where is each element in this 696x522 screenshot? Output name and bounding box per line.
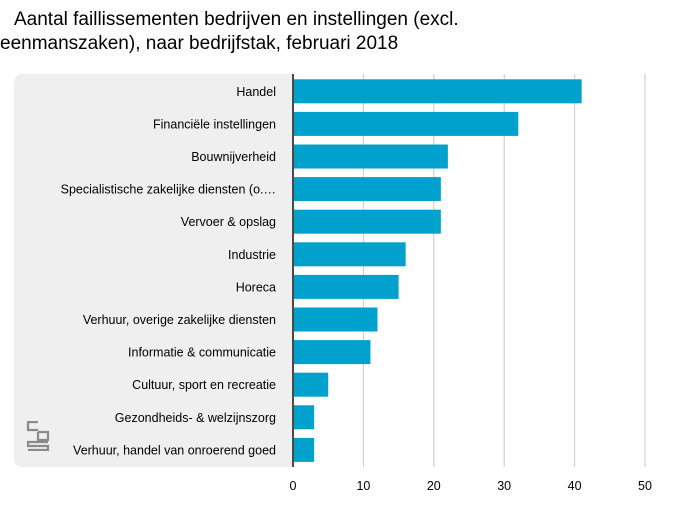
category-label: Handel bbox=[236, 85, 276, 99]
category-label: Cultuur, sport en recreatie bbox=[132, 378, 276, 392]
x-tick-label: 30 bbox=[497, 479, 511, 493]
bar bbox=[293, 144, 448, 169]
x-tick-label: 20 bbox=[427, 479, 441, 493]
bar bbox=[293, 372, 329, 397]
chart-title: Aantal faillissementen bedrijven en inst… bbox=[0, 8, 520, 56]
category-label: Industrie bbox=[228, 248, 276, 262]
x-tick-label: 40 bbox=[568, 479, 582, 493]
bar bbox=[293, 340, 371, 365]
category-label: Gezondheids- & welzijnszorg bbox=[115, 411, 276, 425]
x-tick-label: 10 bbox=[356, 479, 370, 493]
category-label: Bouwnijverheid bbox=[191, 150, 276, 164]
bar bbox=[293, 111, 519, 136]
x-tick-label: 0 bbox=[290, 479, 297, 493]
bar bbox=[293, 242, 406, 267]
category-label: Horeca bbox=[236, 280, 276, 294]
cbs-logo-icon bbox=[26, 421, 50, 451]
category-label: Informatie & communicatie bbox=[128, 346, 276, 360]
bar bbox=[293, 405, 315, 430]
bar bbox=[293, 437, 315, 462]
bar bbox=[293, 274, 399, 299]
category-label-panel bbox=[14, 74, 294, 467]
chart-title-line-2: eenmanszaken), naar bedrijfstak, februar… bbox=[0, 33, 399, 54]
bar bbox=[293, 307, 378, 332]
bar bbox=[293, 177, 441, 202]
category-label: Verhuur, handel van onroerend goed bbox=[73, 443, 276, 457]
chart-title-line-1: Aantal faillissementen bedrijven en inst… bbox=[14, 9, 459, 30]
category-label: Verhuur, overige zakelijke diensten bbox=[83, 313, 276, 327]
x-tick-label: 50 bbox=[638, 479, 652, 493]
bar bbox=[293, 209, 441, 234]
category-label: Vervoer & opslag bbox=[181, 215, 276, 229]
bar bbox=[293, 79, 582, 104]
category-label: Specialistische zakelijke diensten (o.… bbox=[61, 183, 276, 197]
category-label: Financiële instellingen bbox=[153, 117, 276, 131]
